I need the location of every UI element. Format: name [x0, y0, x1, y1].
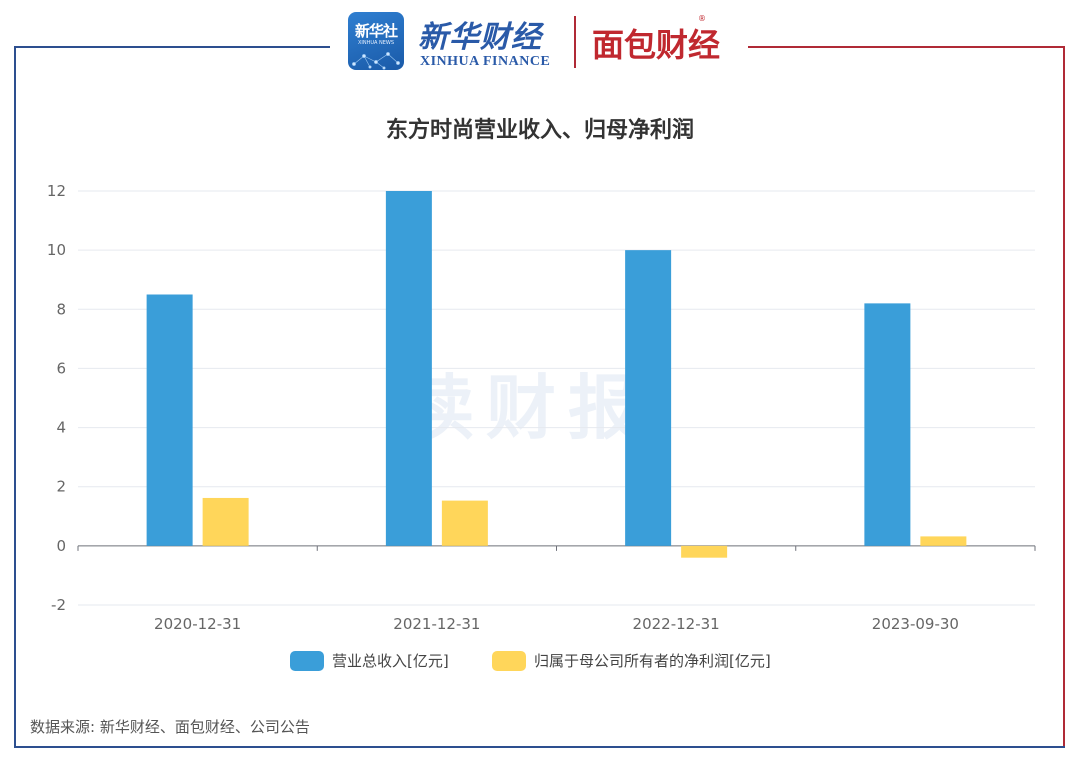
y-tick-label: 10: [47, 241, 66, 259]
legend-item-net-profit[interactable]: 归属于母公司所有者的净利润[亿元]: [492, 650, 771, 671]
bar-net-profit: [202, 497, 249, 546]
logo-separator: [574, 16, 576, 68]
x-tick-label: 2020-12-31: [154, 615, 241, 633]
mianbao-finance-logo: 面包财经: [592, 26, 721, 64]
header-logos: 新华社 XINHUA NEWS 新华财经 XINHUA FINANCE 面包财经…: [340, 8, 740, 78]
xinhua-finance-cn: 新华财经: [418, 20, 542, 55]
y-tick-label: 2: [56, 478, 66, 496]
y-tick-label: 6: [56, 359, 66, 377]
data-source-note: 数据来源: 新华财经、面包财经、公司公告: [30, 718, 310, 736]
bar-net-profit: [681, 545, 728, 558]
xinhua-news-logo: 新华社 XINHUA NEWS: [348, 12, 404, 70]
x-tick-label: 2023-09-30: [872, 615, 959, 633]
bar-revenue: [385, 191, 432, 546]
xinhua-finance-en: XINHUA FINANCE: [420, 54, 551, 69]
y-tick-label: 0: [56, 537, 66, 555]
frame-bottom-line: [14, 746, 1065, 748]
bar-net-profit: [920, 536, 967, 546]
frame-top-left-line: [14, 46, 330, 48]
xinhua-box-sub: XINHUA NEWS: [357, 40, 395, 46]
frame-top-right-line: [748, 46, 1065, 48]
registered-mark: ®: [698, 14, 706, 23]
legend-swatch-net-profit: [492, 650, 526, 671]
legend-label-revenue: 营业总收入[亿元]: [332, 652, 449, 670]
bar-revenue: [864, 303, 911, 546]
legend-swatch-revenue: [290, 650, 324, 671]
frame-left-line: [14, 46, 16, 748]
bar-revenue: [146, 294, 193, 546]
y-tick-label: -2: [51, 596, 66, 614]
legend-label-net-profit: 归属于母公司所有者的净利润[亿元]: [534, 652, 771, 670]
bar-net-profit: [441, 500, 488, 546]
y-tick-label: 8: [56, 300, 66, 318]
legend: 营业总收入[亿元] 归属于母公司所有者的净利润[亿元]: [0, 646, 1080, 676]
watermark: 读财报: [404, 367, 650, 449]
bar-revenue: [625, 250, 672, 546]
legend-item-revenue[interactable]: 营业总收入[亿元]: [290, 650, 449, 671]
x-tick-label: 2021-12-31: [393, 615, 480, 633]
network-dots-icon: [352, 52, 400, 70]
x-tick-label: 2022-12-31: [633, 615, 720, 633]
y-tick-label: 12: [47, 182, 66, 200]
frame-right-line: [1063, 46, 1065, 748]
chart-title: 东方时尚营业收入、归母净利润: [385, 118, 694, 143]
y-tick-label: 4: [56, 419, 66, 437]
xinhua-box-text: 新华社: [354, 22, 398, 40]
